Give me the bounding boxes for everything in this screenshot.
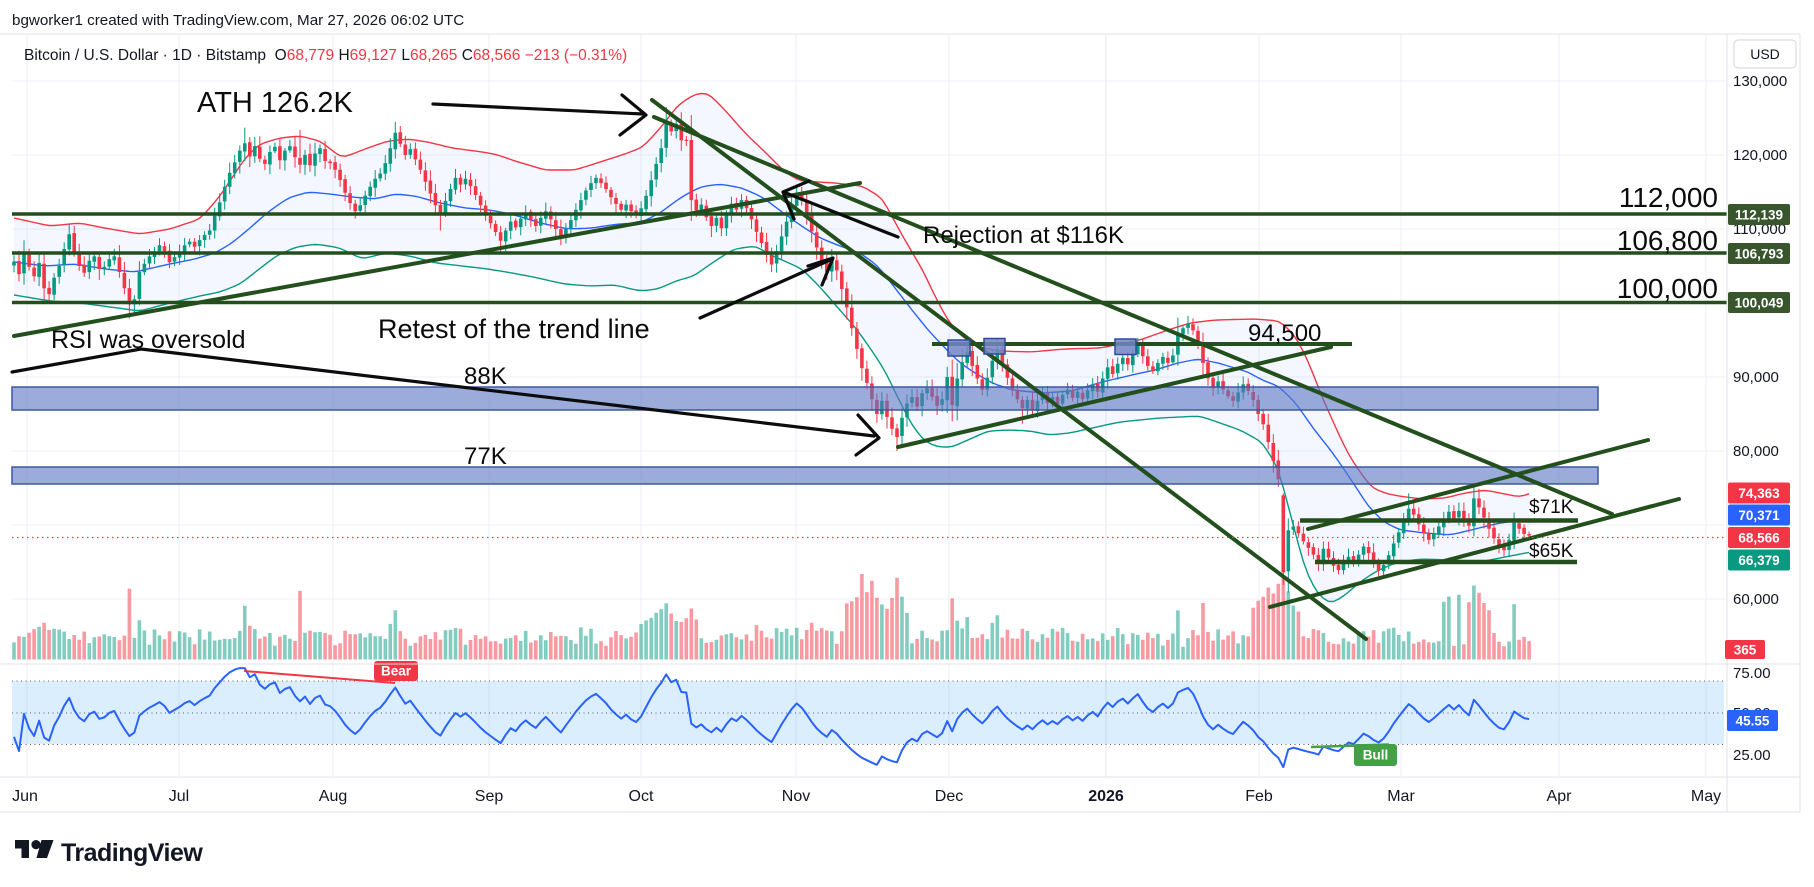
svg-text:Jun: Jun: [12, 788, 38, 805]
svg-text:60,000: 60,000: [1733, 591, 1779, 608]
svg-text:Apr: Apr: [1547, 788, 1573, 805]
svg-text:94,500: 94,500: [1248, 320, 1321, 347]
svg-text:Aug: Aug: [319, 788, 347, 805]
svg-text:112,000: 112,000: [1619, 182, 1718, 213]
svg-text:365: 365: [1734, 643, 1757, 658]
svg-text:70,371: 70,371: [1738, 508, 1780, 523]
svg-text:USD: USD: [1750, 46, 1780, 62]
svg-text:68,566: 68,566: [1738, 531, 1780, 546]
svg-text:90,000: 90,000: [1733, 369, 1779, 386]
svg-text:Nov: Nov: [782, 788, 810, 805]
svg-text:100,000: 100,000: [1617, 273, 1718, 304]
svg-text:Bitcoin / U.S. Dollar · 1D · B: Bitcoin / U.S. Dollar · 1D · Bitstamp O6…: [24, 47, 627, 64]
svg-text:ATH 126.2K: ATH 126.2K: [197, 87, 353, 119]
svg-text:80,000: 80,000: [1733, 443, 1779, 460]
svg-text:88K: 88K: [464, 363, 507, 390]
svg-text:May: May: [1691, 788, 1721, 805]
svg-text:Sep: Sep: [475, 788, 504, 805]
svg-text:Rejection at $116K: Rejection at $116K: [923, 222, 1124, 249]
svg-text:25.00: 25.00: [1733, 747, 1771, 764]
svg-text:2026: 2026: [1088, 788, 1124, 805]
svg-text:66,379: 66,379: [1738, 553, 1779, 568]
svg-text:Oct: Oct: [629, 788, 654, 805]
svg-text:120,000: 120,000: [1733, 147, 1787, 164]
svg-text:106,800: 106,800: [1617, 225, 1718, 256]
svg-text:$71K: $71K: [1529, 497, 1574, 518]
svg-text:Mar: Mar: [1387, 788, 1415, 805]
svg-text:Dec: Dec: [935, 788, 963, 805]
svg-text:Feb: Feb: [1245, 788, 1273, 805]
svg-text:75.00: 75.00: [1733, 665, 1771, 682]
svg-text:TradingView: TradingView: [61, 839, 203, 867]
svg-text:130,000: 130,000: [1733, 73, 1787, 90]
svg-text:$65K: $65K: [1529, 541, 1574, 562]
svg-text:100,049: 100,049: [1735, 296, 1784, 311]
svg-text:45.55: 45.55: [1736, 714, 1770, 729]
svg-text:77K: 77K: [464, 443, 507, 470]
svg-text:Bull: Bull: [1363, 748, 1389, 763]
svg-text:Retest of the trend line: Retest of the trend line: [378, 314, 650, 344]
svg-text:112,139: 112,139: [1735, 208, 1783, 223]
svg-text:RSI was oversold: RSI was oversold: [51, 326, 246, 354]
svg-text:Bear: Bear: [381, 664, 412, 679]
svg-text:110,000: 110,000: [1733, 221, 1786, 238]
svg-text:106,793: 106,793: [1735, 247, 1784, 262]
svg-text:74,363: 74,363: [1738, 486, 1780, 501]
svg-text:Jul: Jul: [169, 788, 189, 805]
svg-text:bgworker1 created with Trading: bgworker1 created with TradingView.com, …: [12, 12, 464, 29]
